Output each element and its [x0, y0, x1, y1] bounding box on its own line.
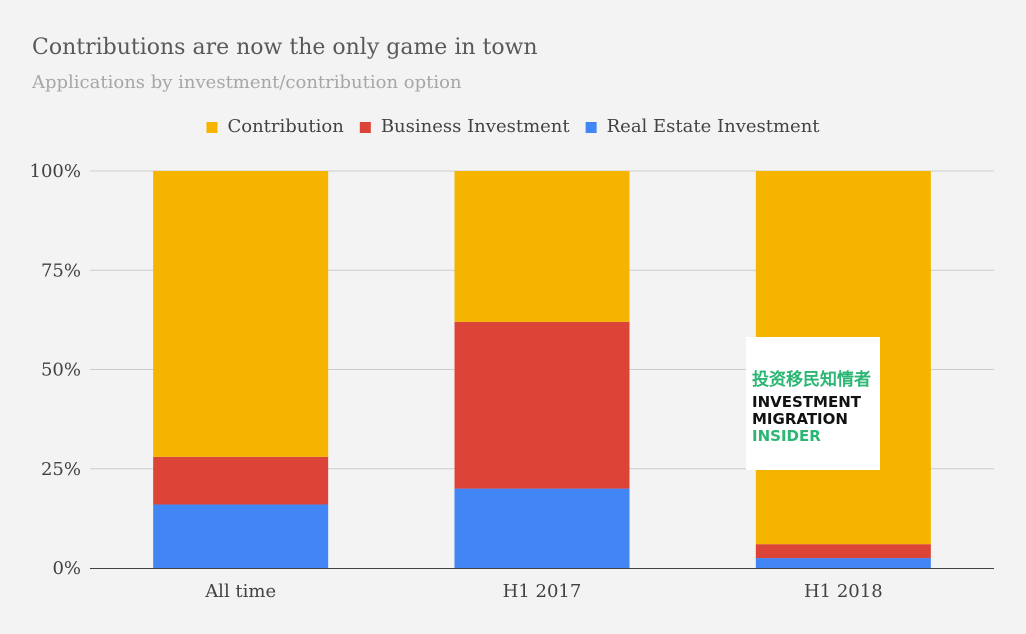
legend-item: Contribution: [206, 116, 344, 137]
legend-swatch: [359, 122, 371, 133]
bar-segment: Real Estate Investment — All time: [153, 504, 329, 568]
legend: Contribution Business Investment Real Esta…: [206, 116, 820, 137]
watermark-background: [746, 337, 880, 470]
y-tick-label: 25%: [41, 459, 81, 480]
x-tick-label: H1 2018: [804, 581, 883, 602]
x-tick-label: H1 2017: [503, 581, 582, 602]
watermark-line-3: INSIDER: [752, 427, 821, 445]
chart-title: Contributions are now the only game in t…: [32, 35, 538, 60]
bar-segment: Business Investment — H1 2018: [755, 544, 931, 559]
x-tick-label: All time: [204, 581, 276, 602]
chart-subtitle: Applications by investment/contribution …: [31, 72, 462, 93]
bar-segment: Real Estate Investment — H1 2018: [755, 558, 931, 568]
watermark-line-1: INVESTMENT: [752, 393, 862, 411]
y-tick-label: 0%: [52, 558, 81, 579]
watermark-logo: 投资移民知情者 INVESTMENT MIGRATION INSIDER: [746, 337, 880, 470]
bar-segment: Business Investment — All time: [153, 456, 329, 505]
legend-swatch: [585, 122, 597, 133]
x-axis: All time H1 2017 H1 2018: [90, 568, 994, 602]
bars: Real Estate Investment — All timeBusines…: [153, 171, 931, 568]
bar-segment: Real Estate Investment — H1 2017: [454, 488, 630, 568]
y-tick-label: 75%: [41, 260, 81, 281]
legend-label: Contribution: [227, 116, 344, 137]
bar-segment: Contribution — H1 2017: [454, 171, 630, 322]
legend-item: Real Estate Investment: [585, 116, 821, 137]
bar-segment: Contribution — All time: [153, 171, 329, 457]
legend-label: Business Investment: [381, 116, 571, 137]
watermark-cn-text: 投资移民知情者: [752, 369, 871, 390]
legend-swatch: [206, 122, 218, 133]
y-tick-label: 50%: [41, 360, 81, 381]
legend-label: Real Estate Investment: [607, 116, 821, 137]
legend-item: Business Investment: [359, 116, 571, 137]
y-tick-label: 100%: [30, 161, 81, 182]
watermark-line-2: MIGRATION: [752, 410, 848, 428]
bar-segment: Business Investment — H1 2017: [454, 321, 630, 489]
